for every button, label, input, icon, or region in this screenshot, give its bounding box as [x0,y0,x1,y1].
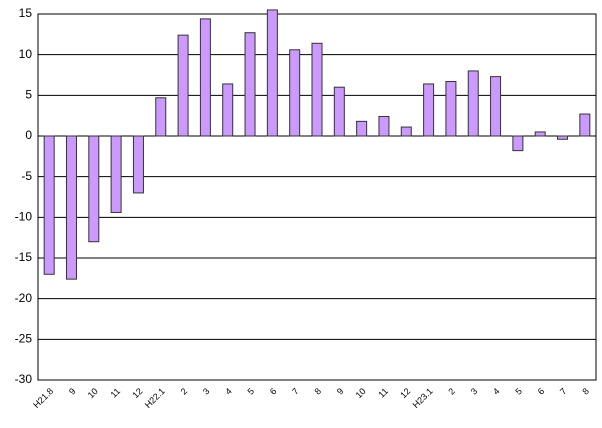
x-tick-label: 8 [312,386,323,397]
bar [378,115,390,137]
x-tick-label: 8 [580,386,591,397]
bar [199,18,211,137]
y-tick-label: -10 [15,210,33,224]
bar [512,135,524,152]
x-tick-label: 11 [109,386,123,400]
x-tick-label: 5 [513,386,524,397]
bar [423,83,435,137]
bar [289,49,301,137]
bar [579,113,591,137]
y-tick-label: 10 [19,47,33,61]
x-tick-label: 3 [469,386,480,397]
bar [132,135,144,194]
x-tick-label: 10 [354,386,368,400]
y-tick-label: -15 [15,250,33,264]
bar [155,97,167,137]
x-tick-label: 9 [335,386,346,397]
x-tick-label: 4 [223,386,234,397]
x-tick-label: 9 [67,386,78,397]
y-tick-label: 0 [25,128,32,142]
bar [65,135,77,280]
x-tick-label: 6 [536,386,547,397]
bar [467,70,479,137]
x-tick-label: 12 [398,386,412,400]
x-tick-label: 2 [446,386,457,397]
bar [110,135,122,213]
bar [43,135,55,275]
x-tick-label: H23.1 [411,386,435,410]
x-tick-label: 11 [376,386,390,400]
x-tick-label: H21.8 [31,386,55,410]
x-tick-label: 6 [268,386,279,397]
y-tick-label: -25 [15,332,33,346]
bar [311,42,323,137]
x-tick-label: 7 [558,386,569,397]
bar [177,34,189,137]
y-tick-label: -30 [15,372,33,386]
bar [400,126,412,137]
x-tick-label: 5 [246,386,257,397]
y-tick-label: 5 [25,88,32,102]
bar [244,32,256,137]
x-tick-label: 2 [179,386,190,397]
y-tick-label: -20 [15,291,33,305]
bar [490,76,502,137]
x-tick-label: 12 [130,386,144,400]
y-tick-label: -5 [21,169,32,183]
x-tick-label: 3 [201,386,212,397]
x-tick-label: 4 [491,386,502,397]
bar [222,83,234,137]
bar [534,131,546,137]
x-tick-label: 7 [290,386,301,397]
bar [333,86,345,137]
bar [356,120,368,137]
x-tick-label: 10 [86,386,100,400]
bar [557,135,569,140]
bar [266,9,278,137]
y-tick-label: 15 [19,6,33,20]
x-tick-label: H22.1 [143,386,167,410]
bar [88,135,100,243]
bar [445,81,457,137]
